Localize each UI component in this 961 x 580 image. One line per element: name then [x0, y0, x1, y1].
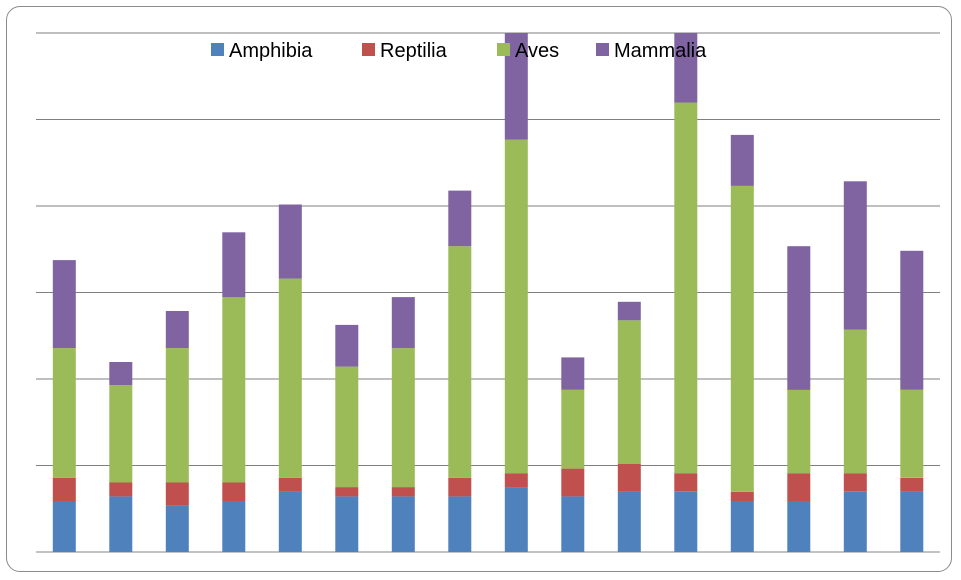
bar-mammalia-16 — [900, 250, 924, 390]
bar-mammalia-11 — [617, 301, 641, 321]
bar-mammalia-9 — [504, 33, 528, 140]
bar-amphibia-7 — [391, 496, 415, 552]
bar-mammalia-2 — [109, 362, 133, 386]
bar-aves-13 — [730, 185, 754, 492]
bar-mammalia-5 — [278, 204, 302, 279]
bar-amphibia-4 — [222, 501, 246, 552]
bar-amphibia-9 — [504, 487, 528, 552]
bar-mammalia-8 — [448, 190, 472, 247]
bar-reptilia-1 — [52, 477, 76, 502]
bars — [52, 33, 924, 552]
bar-mammalia-7 — [391, 297, 415, 349]
bar-reptilia-8 — [448, 477, 472, 497]
bar-amphibia-16 — [900, 491, 924, 552]
bar-reptilia-14 — [787, 473, 811, 501]
bar-aves-5 — [278, 278, 302, 478]
bar-aves-3 — [165, 348, 189, 483]
bar-amphibia-14 — [787, 501, 811, 552]
bar-aves-2 — [109, 385, 133, 483]
bar-reptilia-5 — [278, 477, 302, 492]
legend-label-amphibia: Amphibia — [229, 40, 313, 62]
bar-reptilia-4 — [222, 482, 246, 501]
legend-label-reptilia: Reptilia — [380, 40, 448, 62]
bar-amphibia-8 — [448, 496, 472, 552]
bar-mammalia-6 — [335, 324, 359, 367]
bar-amphibia-3 — [165, 505, 189, 552]
bar-reptilia-9 — [504, 473, 528, 488]
legend-label-aves: Aves — [515, 40, 559, 62]
bar-mammalia-12 — [674, 33, 698, 103]
bar-reptilia-12 — [674, 473, 698, 492]
bar-amphibia-6 — [335, 496, 359, 552]
legend-swatch-aves — [497, 43, 510, 56]
bar-mammalia-14 — [787, 246, 811, 390]
bar-mammalia-10 — [561, 357, 585, 390]
bar-aves-16 — [900, 389, 924, 478]
bar-aves-4 — [222, 297, 246, 483]
bar-reptilia-7 — [391, 487, 415, 497]
bar-amphibia-15 — [843, 491, 867, 552]
bar-aves-10 — [561, 389, 585, 469]
legend-swatch-amphibia — [211, 43, 224, 56]
bar-amphibia-13 — [730, 501, 754, 552]
bar-amphibia-10 — [561, 496, 585, 552]
bar-aves-7 — [391, 348, 415, 488]
bar-aves-1 — [52, 348, 76, 478]
bar-reptilia-2 — [109, 482, 133, 497]
bar-reptilia-3 — [165, 482, 189, 506]
bar-mammalia-13 — [730, 134, 754, 186]
bar-reptilia-10 — [561, 468, 585, 497]
bar-amphibia-1 — [52, 501, 76, 552]
bar-aves-6 — [335, 366, 359, 488]
bar-aves-11 — [617, 320, 641, 464]
bar-mammalia-3 — [165, 311, 189, 349]
bar-amphibia-5 — [278, 491, 302, 552]
bar-aves-14 — [787, 389, 811, 474]
bar-mammalia-15 — [843, 181, 867, 330]
bar-reptilia-11 — [617, 464, 641, 492]
legend-label-mammalia: Mammalia — [614, 40, 707, 62]
legend: Amphibia Reptilia Aves Mammalia — [211, 40, 707, 62]
bar-amphibia-11 — [617, 491, 641, 552]
bar-reptilia-15 — [843, 473, 867, 492]
bar-reptilia-16 — [900, 477, 924, 492]
bar-aves-12 — [674, 102, 698, 474]
bar-reptilia-13 — [730, 491, 754, 502]
bar-amphibia-12 — [674, 491, 698, 552]
bar-amphibia-2 — [109, 496, 133, 552]
legend-swatch-mammalia — [596, 43, 609, 56]
bar-aves-9 — [504, 139, 528, 474]
bar-mammalia-1 — [52, 260, 76, 349]
bar-mammalia-4 — [222, 232, 246, 298]
legend-swatch-reptilia — [362, 43, 375, 56]
bar-aves-8 — [448, 246, 472, 478]
bar-reptilia-6 — [335, 487, 359, 497]
bar-aves-15 — [843, 329, 867, 474]
